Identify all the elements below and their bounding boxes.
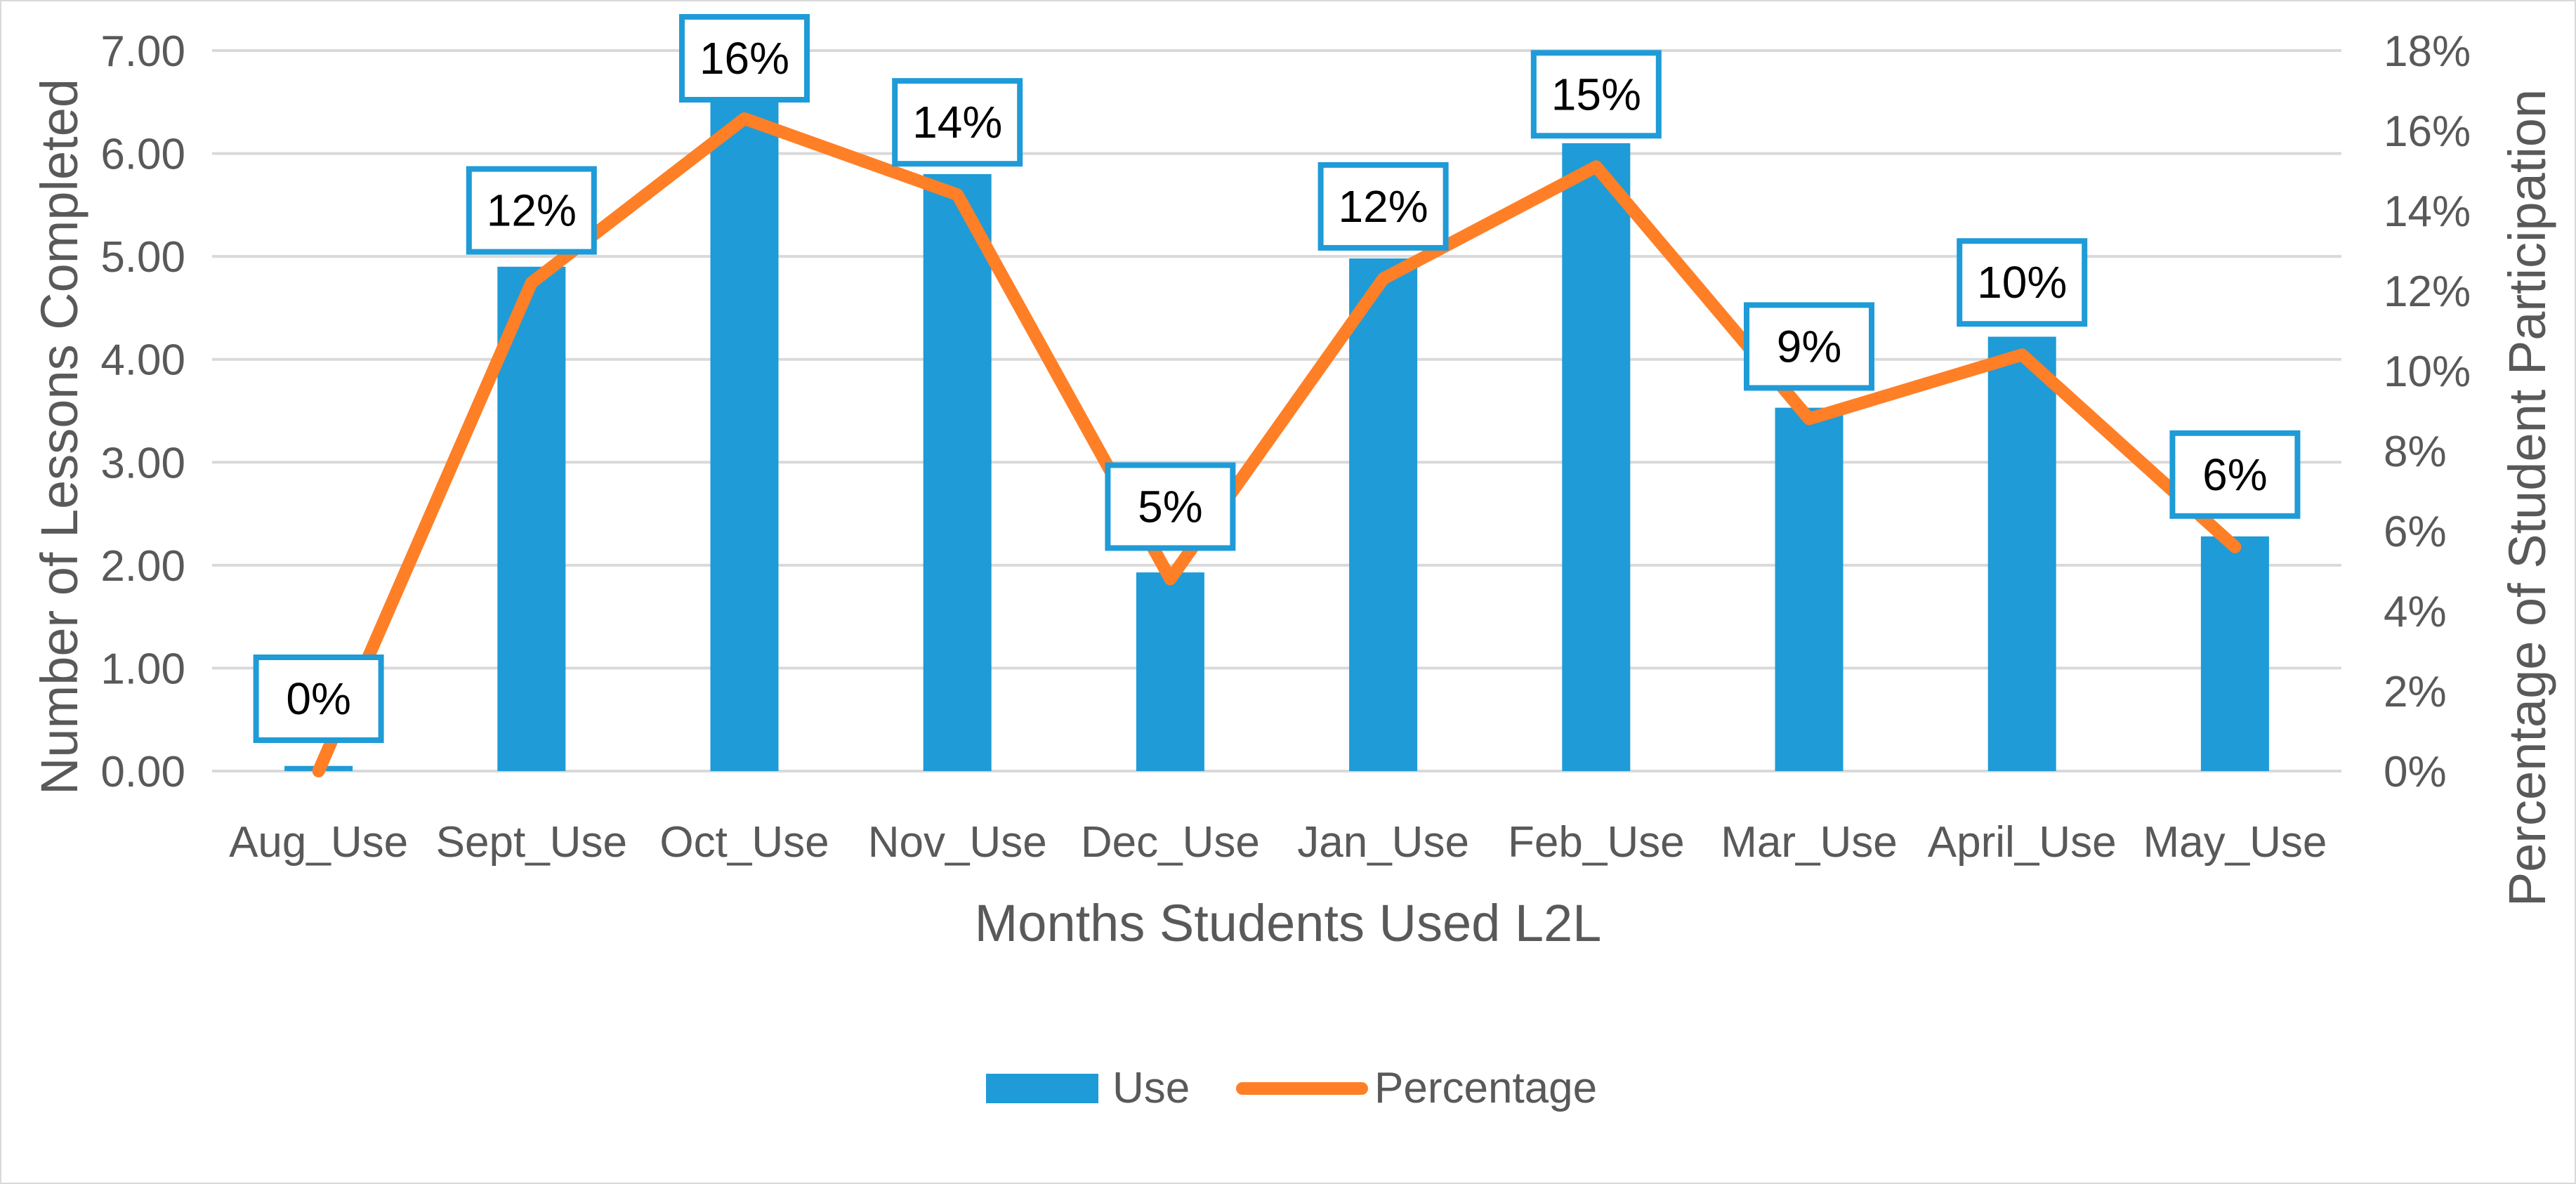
y-tick-label: 3.00 [100, 439, 185, 487]
data-label: 0% [286, 673, 351, 724]
y-tick-label: 7.00 [100, 27, 185, 76]
x-tick-label: Jan_Use [1297, 818, 1469, 867]
y2-tick-label: 10% [2384, 348, 2471, 396]
data-labels: 0% 12% 16% 14% 5% 12% 15% 9% 10% 6% [253, 14, 2301, 743]
bar [1562, 143, 1631, 771]
y2-tick-label: 4% [2384, 588, 2447, 636]
bar [497, 266, 566, 771]
left-axis-ticks: 0.00 1.00 2.00 3.00 4.00 5.00 6.00 7.00 [100, 27, 185, 796]
bar [1987, 336, 2056, 771]
data-label-box [1317, 162, 1449, 251]
percentage-line [312, 112, 2242, 777]
legend-label-percentage: Percentage [1374, 1064, 1597, 1112]
y2-tick-label: 0% [2384, 748, 2447, 796]
bar-series-use [284, 91, 2269, 772]
y-tick-label: 5.00 [100, 233, 185, 282]
legend: Use Percentage [986, 1064, 1597, 1112]
x-tick-label: Oct_Use [659, 818, 829, 867]
x-tick-label: April_Use [1928, 818, 2117, 867]
y2-tick-label: 6% [2384, 508, 2447, 556]
x-axis-title: Months Students Used L2L [975, 894, 1602, 952]
data-label-box [253, 655, 384, 743]
y-tick-label: 4.00 [100, 336, 185, 385]
data-label: 14% [912, 97, 1002, 147]
x-tick-label: Sept_Use [436, 818, 627, 867]
data-label: 12% [1339, 181, 1428, 232]
data-label: 5% [1138, 481, 1203, 532]
y-tick-label: 0.00 [100, 748, 185, 796]
x-tick-label: Nov_Use [868, 818, 1047, 867]
data-label-box [466, 166, 597, 255]
data-label-box [892, 78, 1023, 167]
x-tick-label: Dec_Use [1081, 818, 1260, 867]
y-tick-label: 6.00 [100, 131, 185, 179]
data-label: 6% [2202, 449, 2268, 500]
data-label-box [1105, 462, 1236, 551]
bar [923, 173, 992, 771]
bar [1136, 572, 1204, 771]
y2-tick-label: 18% [2384, 27, 2471, 76]
bar [1349, 258, 1418, 771]
y2-tick-label: 16% [2384, 107, 2471, 156]
y2-tick-label: 2% [2384, 668, 2447, 716]
legend-label-use: Use [1112, 1064, 1190, 1112]
data-label: 15% [1551, 69, 1641, 119]
data-label-box [1530, 50, 1662, 139]
y2-axis-title: Percentage of Student Participation [2498, 89, 2556, 907]
x-tick-label: May_Use [2143, 818, 2327, 867]
y2-tick-label: 12% [2384, 268, 2471, 316]
data-label-box [2169, 430, 2301, 519]
x-tick-label: Feb_Use [1508, 818, 1685, 867]
data-label-box [1957, 238, 2088, 327]
data-label: 12% [487, 185, 577, 236]
x-tick-label: Mar_Use [1721, 818, 1898, 867]
line-series-percentage [312, 112, 2242, 777]
bar [2200, 536, 2269, 771]
right-axis-ticks: 0% 2% 4% 6% 8% 10% 12% 14% 16% 18% [2384, 27, 2471, 796]
bar [710, 91, 779, 772]
y2-tick-label: 14% [2384, 188, 2471, 236]
x-axis-ticks: Aug_Use Sept_Use Oct_Use Nov_Use Dec_Use Jan_… [229, 818, 2327, 867]
y-tick-label: 1.00 [100, 645, 185, 693]
y-axis-title: Number of Lessons Completed [30, 79, 88, 795]
data-label-box [679, 14, 810, 103]
y2-tick-label: 8% [2384, 428, 2447, 476]
legend-swatch-use [986, 1074, 1098, 1103]
data-label: 10% [1977, 257, 2067, 308]
bar [1775, 407, 1844, 771]
data-label: 16% [699, 33, 789, 84]
y-tick-label: 2.00 [100, 542, 185, 591]
data-label-box [1744, 302, 1874, 391]
x-tick-label: Aug_Use [229, 818, 408, 867]
data-label: 9% [1777, 321, 1842, 371]
